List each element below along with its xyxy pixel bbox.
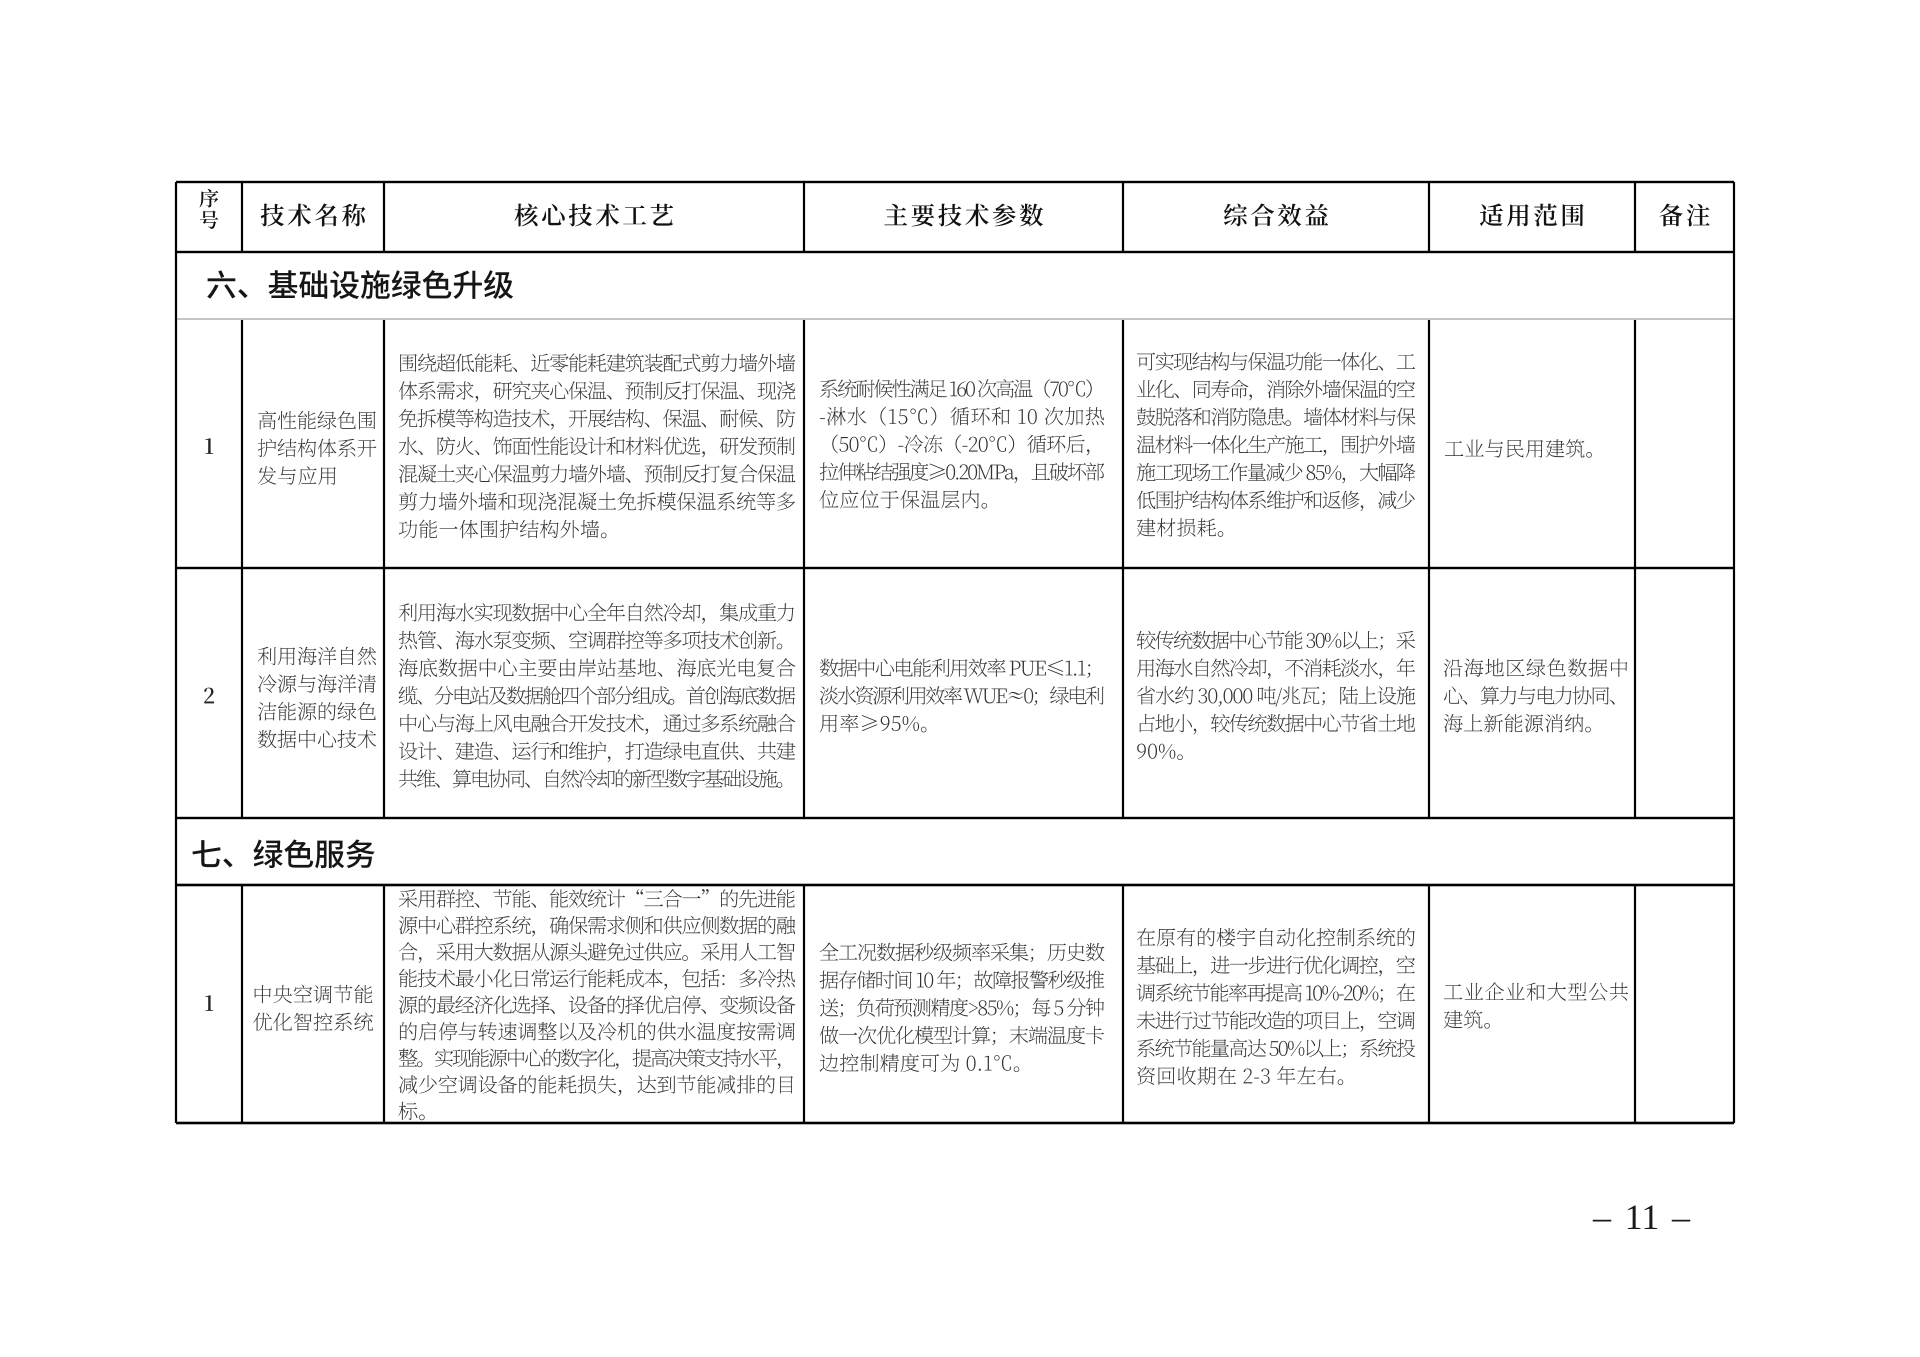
svg-text:11: 11 — [1625, 1197, 1660, 1237]
svg-text:–: – — [1671, 1197, 1691, 1237]
svg-text:–: – — [1592, 1197, 1612, 1237]
